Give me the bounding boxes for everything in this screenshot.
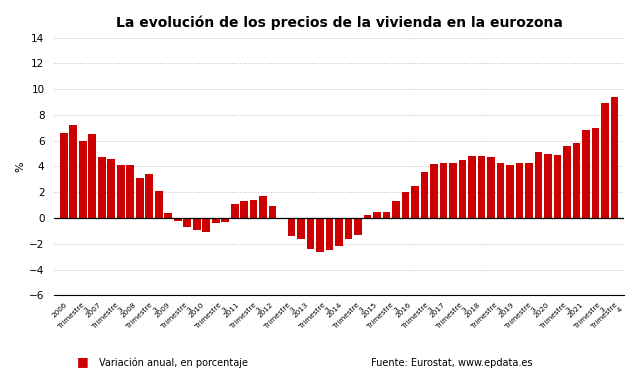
Bar bbox=[421, 172, 428, 218]
Bar bbox=[468, 156, 476, 218]
Bar bbox=[98, 158, 106, 218]
Title: La evolución de los precios de la vivienda en la eurozona: La evolución de los precios de la vivien… bbox=[116, 15, 563, 29]
Bar bbox=[231, 204, 239, 218]
Bar bbox=[582, 130, 590, 218]
Y-axis label: %: % bbox=[15, 161, 25, 172]
Bar bbox=[364, 215, 371, 218]
Bar bbox=[60, 133, 68, 218]
Bar bbox=[241, 201, 248, 218]
Bar bbox=[459, 160, 467, 218]
Bar bbox=[269, 206, 276, 218]
Bar bbox=[278, 218, 286, 219]
Bar bbox=[212, 218, 220, 223]
Bar bbox=[79, 141, 86, 218]
Bar bbox=[516, 163, 524, 218]
Bar bbox=[117, 165, 125, 218]
Bar bbox=[174, 218, 182, 221]
Bar bbox=[412, 186, 419, 218]
Text: Variación anual, en porcentaje: Variación anual, en porcentaje bbox=[99, 357, 248, 368]
Bar bbox=[611, 97, 618, 218]
Bar bbox=[288, 218, 296, 236]
Bar bbox=[193, 218, 200, 230]
Bar bbox=[563, 146, 571, 218]
Bar bbox=[202, 218, 210, 232]
Bar bbox=[402, 192, 410, 218]
Bar bbox=[259, 196, 267, 218]
Bar bbox=[449, 163, 457, 218]
Bar bbox=[373, 212, 381, 218]
Bar bbox=[298, 218, 305, 239]
Bar bbox=[335, 218, 343, 246]
Bar bbox=[544, 154, 552, 218]
Bar bbox=[525, 163, 533, 218]
Text: Fuente: Eurostat, www.epdata.es: Fuente: Eurostat, www.epdata.es bbox=[371, 358, 532, 368]
Bar bbox=[108, 159, 115, 218]
Bar bbox=[145, 174, 153, 218]
Bar bbox=[136, 178, 143, 218]
Bar bbox=[155, 191, 163, 218]
Bar bbox=[307, 218, 314, 249]
Bar bbox=[383, 212, 390, 218]
Bar bbox=[430, 164, 438, 218]
Bar bbox=[250, 200, 257, 218]
Bar bbox=[70, 125, 77, 218]
Bar bbox=[345, 218, 353, 239]
Bar bbox=[535, 152, 543, 218]
Bar bbox=[127, 165, 134, 218]
Bar bbox=[440, 163, 447, 218]
Text: ■: ■ bbox=[77, 355, 89, 368]
Bar bbox=[184, 218, 191, 227]
Bar bbox=[554, 155, 561, 218]
Bar bbox=[88, 134, 96, 218]
Bar bbox=[326, 218, 333, 250]
Bar bbox=[316, 218, 324, 252]
Bar bbox=[506, 165, 514, 218]
Bar bbox=[355, 218, 362, 235]
Bar bbox=[392, 201, 400, 218]
Bar bbox=[573, 143, 580, 218]
Bar bbox=[164, 213, 172, 218]
Bar bbox=[221, 218, 229, 222]
Bar bbox=[487, 158, 495, 218]
Bar bbox=[592, 128, 600, 218]
Bar bbox=[602, 103, 609, 218]
Bar bbox=[497, 163, 504, 218]
Bar bbox=[478, 156, 485, 218]
